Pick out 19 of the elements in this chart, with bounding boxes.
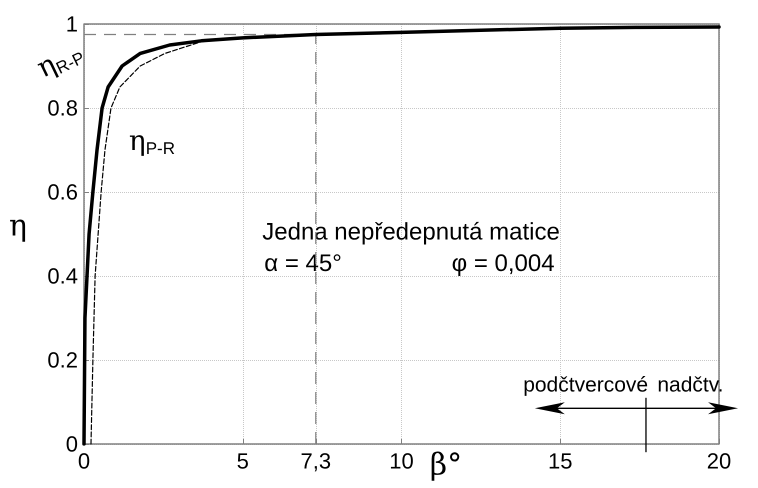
- y-tick-label: 0: [66, 432, 78, 456]
- y-tick-label: 0.2: [47, 348, 78, 372]
- x-axis-title: β°: [430, 448, 462, 482]
- annotation: Jedna nepředepnutá matice: [262, 218, 560, 246]
- y-tick-label: 1: [66, 12, 78, 36]
- text: ηR-P: [32, 47, 88, 84]
- y-tick-label: 0.4: [47, 264, 78, 288]
- annotation: podčtvercové: [523, 374, 648, 397]
- x-tick-label: 7,3: [300, 448, 332, 474]
- y-axis-title: η: [9, 208, 27, 244]
- x-tick-label: 20: [706, 448, 732, 474]
- x-tick-label: 15: [548, 448, 572, 474]
- x-tick-label: 5: [236, 448, 249, 474]
- annotation: nadčtv.: [657, 374, 724, 397]
- y-tick-label: 0.8: [47, 96, 78, 120]
- annotation: α = 45°: [264, 250, 342, 277]
- annotation: φ = 0,004: [452, 250, 555, 277]
- y-tick-label: 0.6: [47, 180, 78, 204]
- x-tick-label: 10: [389, 448, 414, 474]
